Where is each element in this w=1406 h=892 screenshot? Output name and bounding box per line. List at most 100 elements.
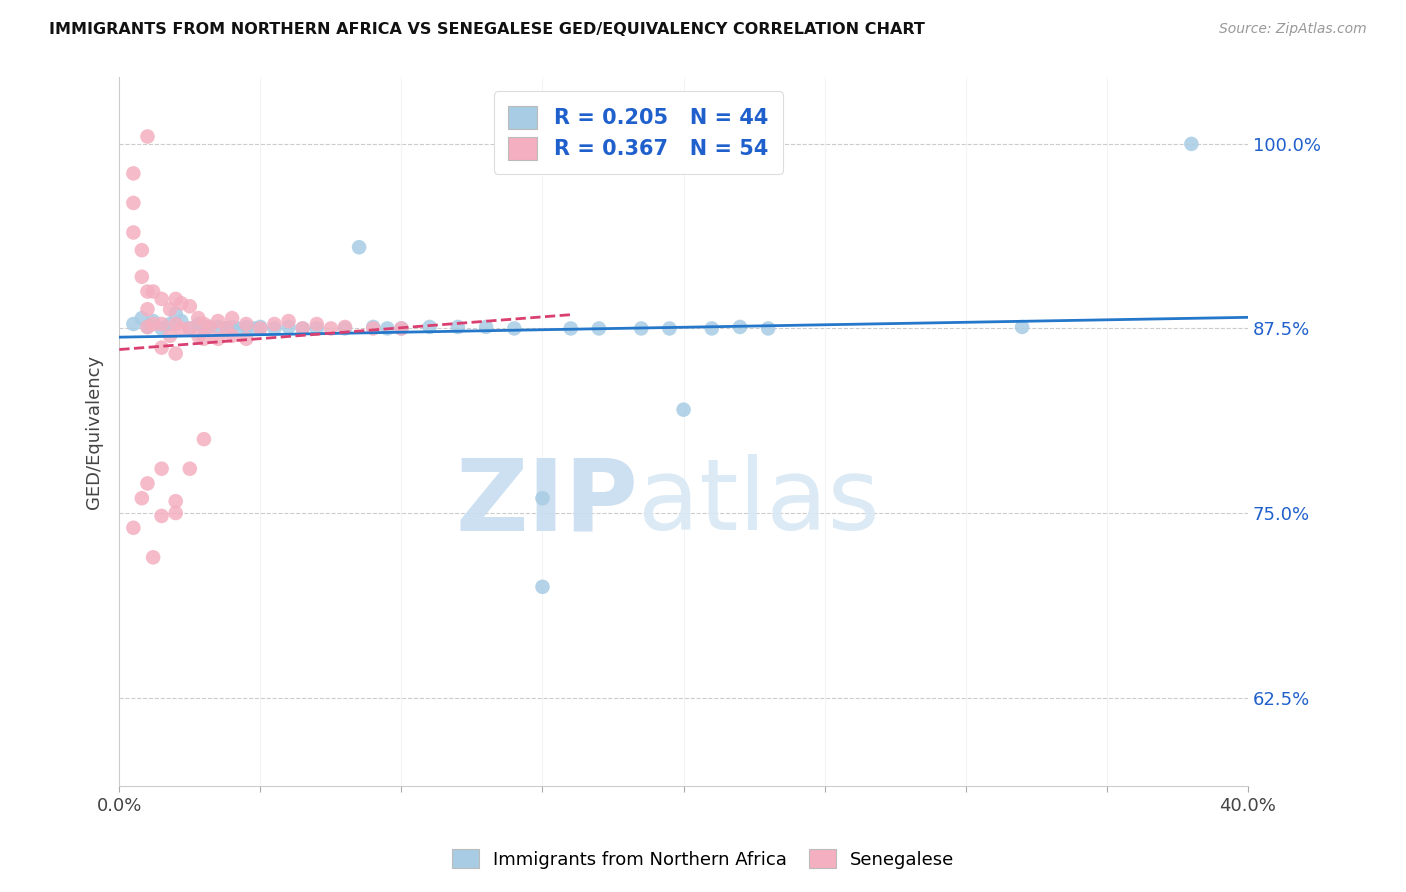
Point (122, 317, 145, 331)
Point (756, 321, 779, 335)
Point (193, 432, 215, 446)
Point (159, 317, 181, 331)
Point (150, 508, 173, 523)
Point (136, 320, 159, 334)
Point (170, 321, 193, 335)
Point (215, 321, 238, 335)
Point (475, 320, 498, 334)
Text: ZIP: ZIP (456, 454, 638, 551)
Point (221, 311, 243, 326)
Point (243, 321, 266, 335)
Point (187, 317, 209, 331)
Point (235, 320, 257, 334)
Point (131, 311, 153, 326)
Point (150, 321, 173, 335)
Point (165, 317, 187, 331)
Point (142, 317, 165, 331)
Point (150, 292, 173, 306)
Point (179, 321, 201, 335)
Point (291, 321, 314, 335)
Point (187, 311, 209, 326)
Point (150, 461, 173, 475)
Point (131, 269, 153, 284)
Point (658, 321, 681, 335)
Point (122, 521, 145, 535)
Point (165, 506, 187, 520)
Point (122, 166, 145, 180)
Point (375, 321, 398, 335)
Point (700, 321, 723, 335)
Point (165, 292, 187, 306)
Point (198, 320, 221, 334)
Point (159, 302, 181, 317)
Point (226, 321, 249, 335)
Point (187, 328, 209, 343)
Point (361, 321, 384, 335)
Point (447, 320, 470, 334)
Point (361, 320, 384, 334)
Point (531, 491, 554, 506)
Point (165, 346, 187, 360)
Point (136, 129, 159, 144)
Point (588, 321, 610, 335)
Point (150, 317, 173, 331)
Point (391, 321, 413, 335)
Text: Source: ZipAtlas.com: Source: ZipAtlas.com (1219, 22, 1367, 37)
Text: IMMIGRANTS FROM NORTHERN AFRICA VS SENEGALESE GED/EQUIVALENCY CORRELATION CHART: IMMIGRANTS FROM NORTHERN AFRICA VS SENEG… (49, 22, 925, 37)
Point (672, 402, 695, 417)
Point (305, 321, 328, 335)
Point (419, 320, 441, 334)
Point (131, 243, 153, 257)
Text: atlas: atlas (638, 454, 880, 551)
Point (221, 320, 243, 334)
Point (136, 285, 159, 299)
Point (122, 226, 145, 240)
Point (291, 321, 314, 335)
Point (193, 321, 215, 335)
Point (347, 240, 370, 254)
Y-axis label: GED/Equivalency: GED/Equivalency (86, 355, 103, 508)
Point (170, 296, 193, 310)
Point (142, 314, 165, 328)
Point (263, 321, 285, 335)
Point (221, 328, 243, 343)
Legend: Immigrants from Northern Africa, Senegalese: Immigrants from Northern Africa, Senegal… (444, 842, 962, 876)
Point (131, 491, 153, 506)
Point (193, 332, 215, 346)
Point (249, 321, 271, 335)
Point (150, 341, 173, 355)
Point (198, 320, 221, 334)
Point (1011, 320, 1033, 334)
Point (263, 317, 285, 331)
Point (319, 321, 342, 335)
Point (165, 307, 187, 321)
Point (531, 580, 554, 594)
Point (1180, 136, 1202, 151)
Point (170, 314, 193, 328)
Point (560, 321, 582, 335)
Point (630, 321, 652, 335)
Point (235, 332, 257, 346)
Point (136, 320, 159, 334)
Point (207, 314, 229, 328)
Point (207, 320, 229, 334)
Point (277, 314, 299, 328)
Point (142, 550, 165, 565)
Point (179, 321, 201, 335)
Point (136, 476, 159, 491)
Point (159, 328, 181, 343)
Point (277, 320, 299, 334)
Point (207, 332, 229, 346)
Point (333, 320, 356, 334)
Point (122, 196, 145, 211)
Point (136, 302, 159, 317)
Point (728, 320, 751, 334)
Point (165, 494, 187, 508)
Point (193, 317, 215, 331)
Point (215, 321, 238, 335)
Point (179, 461, 201, 475)
Legend: R = 0.205   N = 44, R = 0.367   N = 54: R = 0.205 N = 44, R = 0.367 N = 54 (494, 91, 783, 174)
Point (391, 321, 413, 335)
Point (503, 321, 526, 335)
Point (249, 320, 271, 334)
